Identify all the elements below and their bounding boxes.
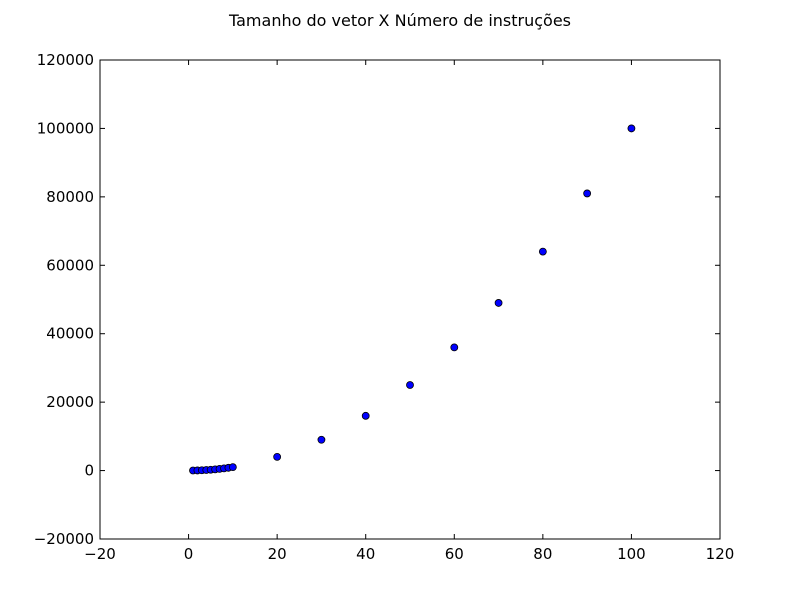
y-tick-label: 20000: [46, 393, 94, 411]
x-tick-label: 40: [356, 545, 375, 563]
axis-ticks: −20 0 20 40 60 80 100 120 −20000 0 20000 40000 60000…: [34, 51, 735, 563]
data-point: [627, 124, 636, 133]
x-tick-label: −20: [84, 545, 116, 563]
data-point: [494, 299, 503, 307]
y-tick-label: 40000: [46, 325, 94, 343]
data-point: [538, 247, 547, 256]
y-tick-label: 120000: [37, 51, 94, 69]
data-point: [273, 452, 282, 461]
y-tick-label: 100000: [37, 119, 94, 137]
data-point: [406, 381, 414, 389]
x-tick-label: 80: [533, 545, 552, 563]
data-point: [228, 463, 237, 472]
plot-area-frame: [99, 59, 721, 540]
x-tick-label: 100: [617, 545, 646, 563]
data-point: [361, 411, 370, 420]
data-points: [189, 124, 636, 475]
chart-title: Tamanho do vetor X Número de instruções: [228, 11, 571, 30]
data-point: [317, 435, 326, 444]
y-tick-label: 80000: [46, 188, 94, 206]
x-tick-label: 0: [184, 545, 194, 563]
data-point: [450, 343, 459, 352]
y-tick-label: 0: [84, 462, 94, 480]
x-tick-label: 60: [445, 545, 464, 563]
y-tick-label: −20000: [34, 530, 94, 548]
y-tick-label: 60000: [46, 256, 94, 274]
x-tick-label: 20: [268, 545, 287, 563]
data-point: [583, 189, 592, 198]
x-tick-label: 120: [706, 545, 735, 563]
